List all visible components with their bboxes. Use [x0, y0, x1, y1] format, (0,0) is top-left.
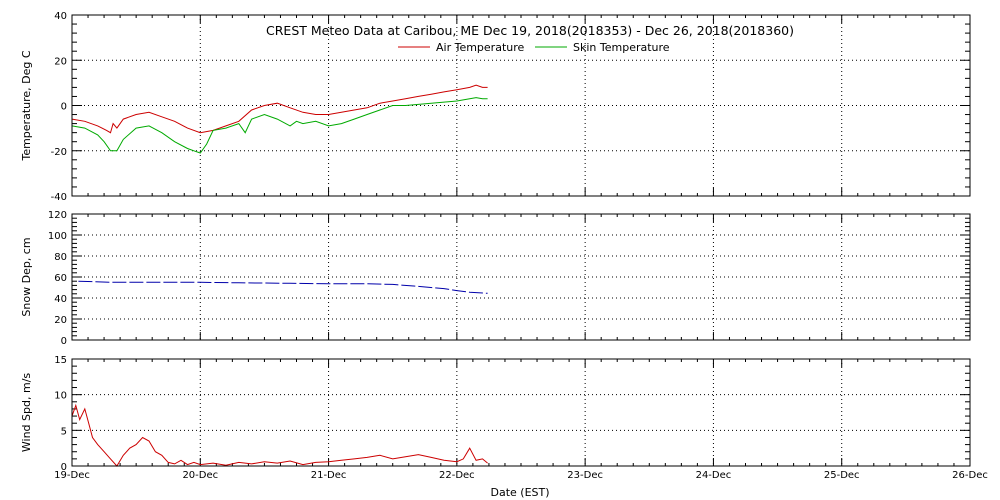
y-tick-label: 10 [54, 391, 67, 402]
y-tick-label: 0 [61, 462, 67, 473]
series-line-1-0 [78, 280, 488, 294]
panels: -40 -20 0 20 40 Temperature, Deg C 0 20 40 60 80 10… [20, 11, 988, 481]
x-tick-label: 21-Dec [311, 470, 347, 481]
y-tick-label: 20 [54, 315, 67, 326]
y-tick-label: -20 [51, 147, 67, 158]
series-line-0-0 [71, 84, 488, 134]
x-tick-label: 19-Dec [54, 470, 90, 481]
series-line-0-1 [71, 97, 488, 154]
y-axis-title: Wind Spd, m/s [20, 373, 33, 453]
panel-2: 0 5 10 15 Wind Spd, m/s [20, 355, 971, 473]
y-tick-label: -40 [51, 192, 67, 203]
x-tick-label: 26-Dec [952, 470, 988, 481]
panel-0: -40 -20 0 20 40 Temperature, Deg C [20, 11, 971, 203]
x-tick-label: 20-Dec [182, 470, 218, 481]
y-tick-label: 80 [54, 252, 67, 263]
y-tick-label: 5 [61, 426, 67, 437]
y-tick-label: 120 [48, 210, 67, 221]
y-axis-title: Snow Dep, cm [20, 237, 33, 316]
x-tick-label: 23-Dec [567, 470, 603, 481]
x-tick-label: 24-Dec [696, 470, 732, 481]
y-tick-label: 40 [54, 294, 67, 305]
legend-label: Air Temperature [436, 41, 525, 54]
plot-frame [71, 213, 971, 341]
y-tick-label: 20 [54, 56, 67, 67]
y-tick-label: 100 [48, 231, 67, 242]
x-axis-title: Date (EST) [490, 486, 549, 499]
plot-frame [71, 358, 971, 467]
y-axis-title: Temperature, Deg C [20, 50, 33, 161]
x-tick-label: 22-Dec [439, 470, 475, 481]
y-tick-label: 15 [54, 355, 67, 366]
y-tick-label: 0 [61, 102, 67, 113]
x-tick-label: 25-Dec [824, 470, 860, 481]
chart-title: CREST Meteo Data at Caribou, ME Dec 19, … [266, 23, 794, 38]
panel-1: 0 20 40 60 80 100 120 Snow Dep, cm [20, 210, 971, 347]
y-tick-label: 0 [61, 336, 67, 347]
legend-label: Skin Temperature [573, 41, 670, 54]
y-tick-label: 40 [54, 11, 67, 22]
plot-frame [71, 14, 971, 197]
series-line-2-0 [71, 403, 488, 467]
y-tick-label: 60 [54, 273, 67, 284]
legend: Air Temperature Skin Temperature [398, 41, 670, 54]
